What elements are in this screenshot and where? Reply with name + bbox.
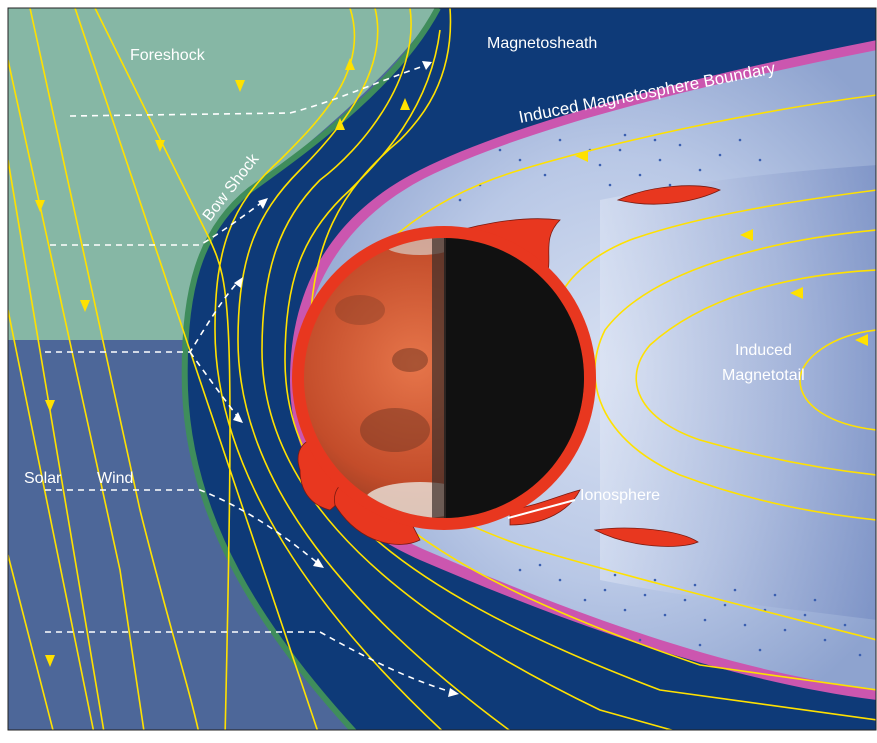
mars-planet [304, 238, 584, 518]
flow-arrow-icon [258, 198, 268, 209]
flow-arrow-icon [234, 277, 243, 288]
field-arrow-icon [855, 334, 868, 346]
flow-arrow-icon [448, 688, 459, 697]
field-arrow-icon [45, 655, 55, 667]
flow-arrow-heads [233, 61, 459, 697]
field-arrow-icon [35, 200, 45, 212]
field-arrow-icon [235, 80, 245, 92]
field-arrow-icon [740, 229, 753, 241]
induced-magnetotail-label-1: Induced [735, 342, 792, 359]
field-arrow-icon [790, 287, 803, 299]
magnetotail-region [600, 165, 876, 620]
field-arrow-icon [155, 140, 165, 152]
field-arrow-icon [80, 300, 90, 312]
field-arrow-icon [45, 400, 55, 412]
foreshock-region [8, 8, 438, 340]
field-arrow-markers [35, 58, 868, 667]
field-arrow-icon [400, 98, 410, 110]
ionosphere-pointer [507, 499, 576, 519]
flow-arrow-icon [422, 61, 432, 70]
solar-wind-flow-lines [45, 63, 456, 694]
ion-dots [458, 133, 862, 657]
draped-field-lines [214, 8, 876, 730]
frame-border [7, 7, 877, 731]
magnetosheath-label: Magnetosheath [487, 35, 597, 52]
field-arrow-icon [335, 118, 345, 130]
solar-wind-label-1: Solar [24, 470, 62, 487]
bow-shock-line [181, 8, 441, 730]
ionosphere-label: Ionosphere [580, 487, 660, 504]
field-arrow-icon [575, 150, 588, 162]
field-arrow-icon [345, 58, 355, 70]
foreshock-label: Foreshock [130, 47, 206, 64]
induced-magnetotail-label-2: Magnetotail [722, 367, 805, 384]
solar-wind-field-lines [8, 8, 319, 730]
flow-arrow-icon [233, 412, 243, 423]
flow-arrow-icon [313, 558, 324, 568]
solar-wind-label-2: Wind [97, 470, 133, 487]
